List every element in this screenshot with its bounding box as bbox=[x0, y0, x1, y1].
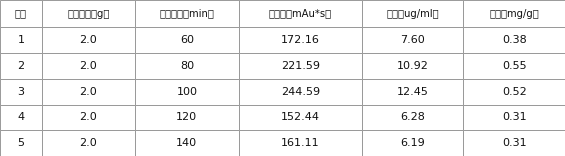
Bar bbox=[463, 53, 565, 79]
Text: 7.60: 7.60 bbox=[400, 35, 425, 45]
Text: 3: 3 bbox=[18, 87, 24, 97]
Text: 0.31: 0.31 bbox=[502, 112, 527, 122]
Text: 6.28: 6.28 bbox=[400, 112, 425, 122]
Bar bbox=[0, 0, 42, 27]
Text: 4: 4 bbox=[18, 112, 24, 122]
Bar bbox=[362, 105, 463, 130]
Bar bbox=[42, 79, 134, 105]
Text: 100: 100 bbox=[176, 87, 197, 97]
Bar bbox=[134, 105, 239, 130]
Bar bbox=[0, 130, 42, 156]
Bar bbox=[239, 105, 362, 130]
Text: 0.38: 0.38 bbox=[502, 35, 527, 45]
Text: 得率（mg/g）: 得率（mg/g） bbox=[489, 9, 539, 19]
Text: 2.0: 2.0 bbox=[79, 138, 97, 148]
Text: 桑叶质量（g）: 桑叶质量（g） bbox=[67, 9, 110, 19]
Bar bbox=[362, 27, 463, 53]
Text: 120: 120 bbox=[176, 112, 197, 122]
Text: 152.44: 152.44 bbox=[281, 112, 320, 122]
Bar bbox=[362, 0, 463, 27]
Bar bbox=[42, 27, 134, 53]
Bar bbox=[42, 105, 134, 130]
Text: 峰面积（mAu*s）: 峰面积（mAu*s） bbox=[269, 9, 332, 19]
Bar bbox=[134, 79, 239, 105]
Bar bbox=[463, 0, 565, 27]
Bar bbox=[0, 79, 42, 105]
Text: 221.59: 221.59 bbox=[281, 61, 320, 71]
Bar bbox=[239, 53, 362, 79]
Bar bbox=[239, 130, 362, 156]
Text: 2.0: 2.0 bbox=[79, 61, 97, 71]
Text: 0.31: 0.31 bbox=[502, 138, 527, 148]
Bar bbox=[362, 130, 463, 156]
Text: 水煮时间（min）: 水煮时间（min） bbox=[159, 9, 214, 19]
Bar bbox=[134, 130, 239, 156]
Bar bbox=[463, 79, 565, 105]
Text: 60: 60 bbox=[180, 35, 194, 45]
Bar bbox=[463, 130, 565, 156]
Text: 2.0: 2.0 bbox=[79, 35, 97, 45]
Text: 序号: 序号 bbox=[15, 9, 27, 19]
Bar bbox=[42, 0, 134, 27]
Bar bbox=[239, 27, 362, 53]
Text: 244.59: 244.59 bbox=[281, 87, 320, 97]
Text: 0.52: 0.52 bbox=[502, 87, 527, 97]
Bar bbox=[463, 27, 565, 53]
Text: 5: 5 bbox=[18, 138, 24, 148]
Text: 140: 140 bbox=[176, 138, 197, 148]
Text: 12.45: 12.45 bbox=[397, 87, 428, 97]
Bar bbox=[362, 79, 463, 105]
Bar bbox=[134, 0, 239, 27]
Text: 2: 2 bbox=[18, 61, 24, 71]
Text: 10.92: 10.92 bbox=[397, 61, 428, 71]
Bar bbox=[362, 53, 463, 79]
Text: 2.0: 2.0 bbox=[79, 112, 97, 122]
Text: 0.55: 0.55 bbox=[502, 61, 527, 71]
Bar bbox=[0, 105, 42, 130]
Text: 浓度（ug/ml）: 浓度（ug/ml） bbox=[386, 9, 439, 19]
Text: 2.0: 2.0 bbox=[79, 87, 97, 97]
Bar bbox=[0, 53, 42, 79]
Bar bbox=[0, 27, 42, 53]
Bar bbox=[134, 53, 239, 79]
Bar bbox=[239, 0, 362, 27]
Bar bbox=[134, 27, 239, 53]
Bar bbox=[42, 130, 134, 156]
Text: 80: 80 bbox=[180, 61, 194, 71]
Text: 172.16: 172.16 bbox=[281, 35, 320, 45]
Text: 1: 1 bbox=[18, 35, 24, 45]
Bar bbox=[463, 105, 565, 130]
Text: 6.19: 6.19 bbox=[400, 138, 425, 148]
Bar bbox=[239, 79, 362, 105]
Bar bbox=[42, 53, 134, 79]
Text: 161.11: 161.11 bbox=[281, 138, 320, 148]
